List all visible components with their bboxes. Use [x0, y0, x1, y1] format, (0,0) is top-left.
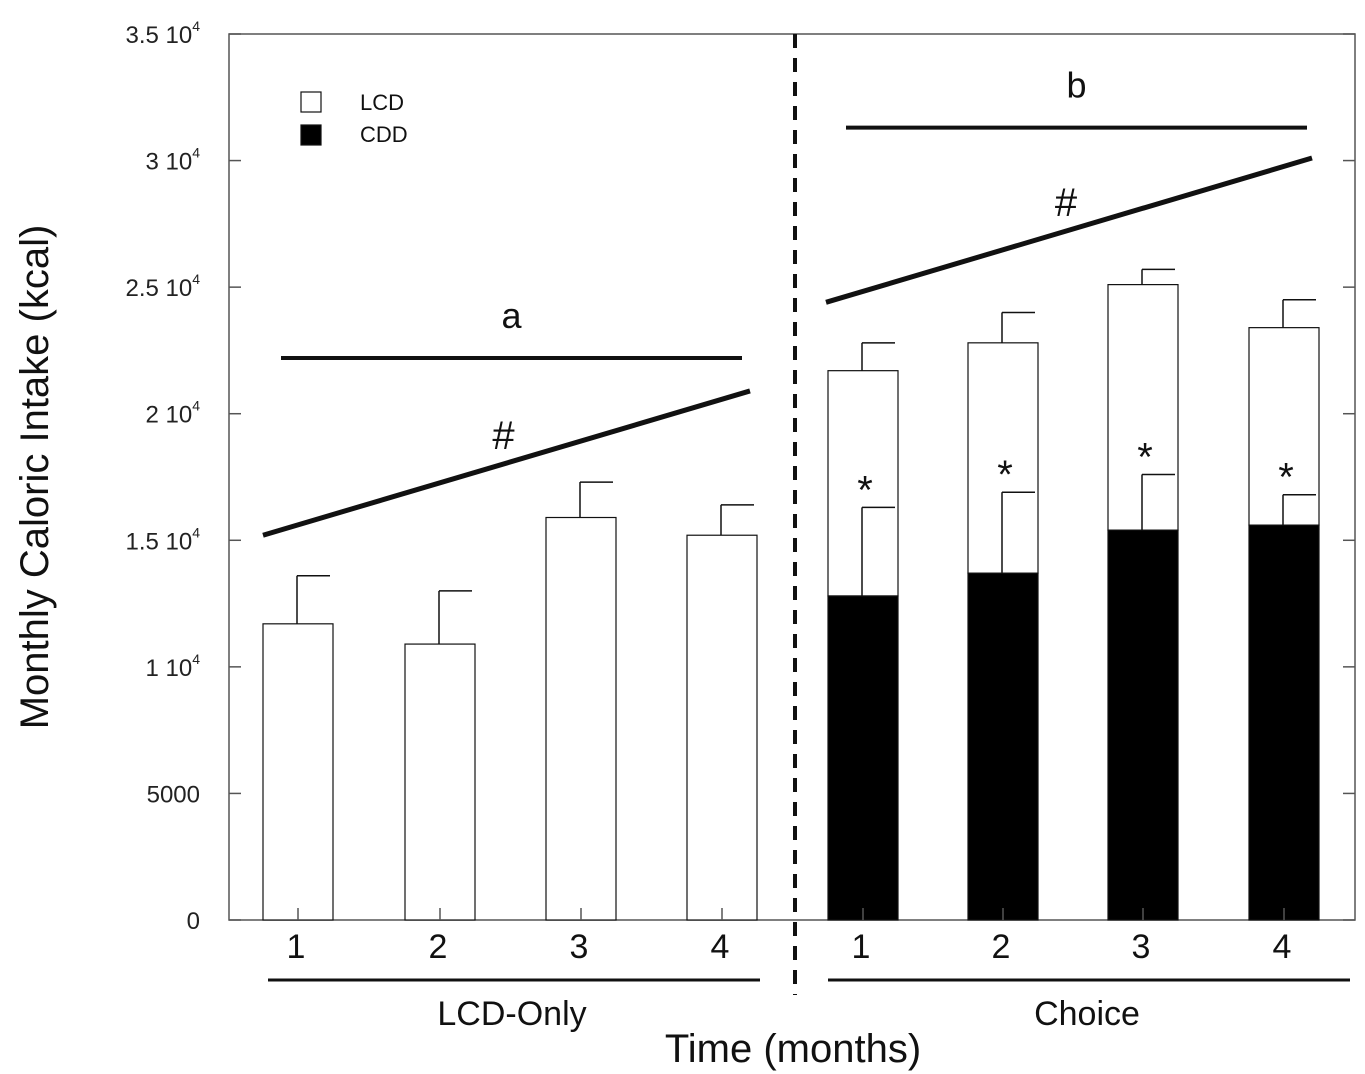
bar-lcd	[1248, 327, 1320, 526]
y-tick-label-mantissa: 2 10	[145, 402, 192, 429]
significance-star: *	[1278, 456, 1294, 500]
annotations: a # * * * * b #	[262, 65, 1313, 538]
y-tick-label-exponent: 4	[192, 271, 200, 287]
legend-swatch-lcd	[300, 91, 322, 113]
x-tick-label: 2	[429, 928, 448, 966]
x-tick-label: 1	[287, 928, 306, 966]
legend-label-cdd: CDD	[360, 122, 408, 147]
group-labels: LCD-Only Choice	[268, 978, 1350, 1033]
y-tick-label: 3.5 104	[125, 18, 200, 49]
x-tick-label: 3	[1132, 928, 1151, 966]
y-tick-label-exponent: 4	[192, 18, 200, 34]
y-tick-label: 1.5 104	[125, 524, 200, 555]
legend-swatch-cdd	[300, 124, 322, 146]
significance-star: *	[857, 468, 873, 512]
x-tick-label: 1	[852, 928, 871, 966]
group-comparison-letter: b	[1066, 65, 1086, 106]
plot-frame	[228, 33, 1356, 921]
x-axis-title: Time (months)	[665, 1027, 921, 1071]
y-tick-label-mantissa: 1 10	[145, 655, 192, 682]
y-tick-label: 0	[187, 908, 200, 935]
group-comparison-letter: a	[501, 295, 522, 336]
y-tick-label-mantissa: 3.5 10	[125, 22, 192, 49]
y-tick-label: 5000	[147, 781, 200, 808]
x-tick-label: 3	[570, 928, 589, 966]
x-tick-label: 4	[711, 928, 730, 966]
y-tick-label-mantissa: 2.5 10	[125, 275, 192, 302]
bar-lcd	[967, 342, 1039, 574]
time-trend-line	[262, 388, 751, 538]
legend: LCD CDD	[300, 90, 408, 147]
y-tick-label: 2.5 104	[125, 271, 200, 302]
y-tick-label-mantissa: 1.5 10	[125, 528, 192, 555]
group-label: Choice	[1034, 995, 1140, 1033]
significance-star: *	[997, 453, 1013, 497]
y-tick-label: 1 104	[145, 651, 200, 682]
y-tick-label: 2 104	[145, 398, 200, 429]
bar-lcd	[686, 534, 758, 921]
group-label: LCD-Only	[437, 995, 586, 1033]
y-tick-label-mantissa: 5000	[147, 781, 200, 808]
bar-lcd	[827, 370, 899, 597]
significance-star: *	[1137, 435, 1153, 479]
time-effect-hash: #	[1055, 181, 1078, 225]
bar-lcd	[404, 643, 476, 921]
bar-lcd	[545, 516, 617, 921]
y-tick-label-exponent: 4	[192, 145, 200, 161]
time-effect-hash: #	[492, 414, 515, 458]
bar-lcd	[1107, 284, 1179, 531]
y-tick-label-mantissa: 0	[187, 908, 200, 935]
bars	[262, 268, 1320, 921]
y-tick-label-exponent: 4	[192, 524, 200, 540]
y-axis-title: Monthly Caloric Intake (kcal)	[13, 225, 57, 730]
x-tick-label: 2	[992, 928, 1011, 966]
bar-cdd	[1248, 524, 1320, 921]
bar-cdd	[827, 595, 899, 921]
bar-cdd	[1107, 529, 1179, 921]
y-tick-label: 3 104	[145, 145, 200, 176]
y-tick-label-mantissa: 3 10	[145, 149, 192, 176]
y-tick-label-exponent: 4	[192, 398, 200, 414]
time-trend-line	[825, 155, 1313, 305]
bar-cdd	[967, 572, 1039, 921]
x-axis-ticks: 1 2 3 4 1 2 3 4	[287, 908, 1292, 966]
y-tick-label-exponent: 4	[192, 651, 200, 667]
x-tick-label: 4	[1273, 928, 1292, 966]
legend-label-lcd: LCD	[360, 90, 404, 115]
bar-lcd	[262, 623, 334, 921]
